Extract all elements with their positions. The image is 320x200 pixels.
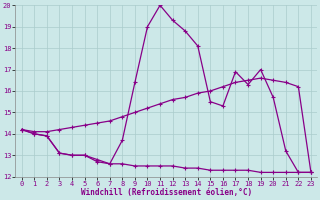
X-axis label: Windchill (Refroidissement éolien,°C): Windchill (Refroidissement éolien,°C) (81, 188, 252, 197)
